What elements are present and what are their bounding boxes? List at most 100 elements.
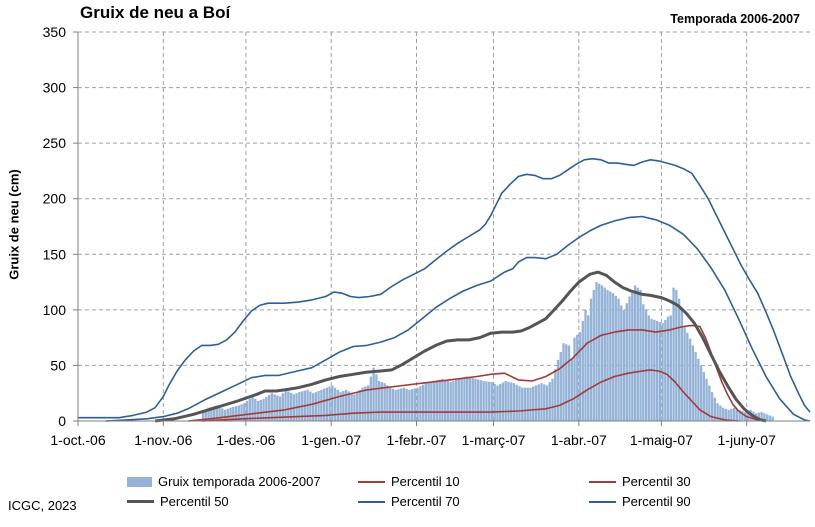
snow-depth-bar	[240, 404, 243, 421]
snow-depth-bar	[595, 282, 598, 421]
snow-depth-bar	[631, 290, 634, 421]
snow-depth-bar	[221, 408, 224, 421]
snow-depth-bar	[683, 326, 686, 421]
chart-subtitle: Temporada 2006-2007	[670, 12, 800, 26]
snow-depth-bar	[743, 412, 747, 421]
percentile-lines	[78, 157, 811, 423]
snow-depth-bar	[628, 296, 631, 421]
snow-depth-bar	[432, 380, 436, 421]
snow-depth-bar	[435, 380, 439, 421]
snow-depth-bar	[672, 287, 675, 421]
x-tick-label: 1-juny-07	[718, 432, 777, 448]
snow-depth-bar	[490, 382, 494, 421]
snow-depth-bar	[254, 398, 257, 421]
snow-depth-bar	[576, 334, 579, 421]
snow-depth-bar	[710, 392, 714, 421]
p70-line	[105, 215, 811, 422]
snow-depth-bar	[598, 283, 601, 421]
snow-depth-bar	[477, 379, 480, 421]
snow-depth-bar	[724, 408, 728, 421]
snow-depth-bar	[380, 382, 384, 421]
x-tick-label: 1-nov.-06	[134, 432, 192, 448]
snow-depth-bar	[375, 374, 378, 421]
snow-depth-bar	[344, 389, 348, 421]
snow-depth-bar	[463, 377, 466, 421]
snow-depth-bar	[664, 319, 667, 421]
snow-depth-bar	[565, 344, 568, 421]
legend-item-p70: Percentil 70	[358, 494, 460, 509]
snow-depth-bar	[603, 287, 606, 421]
snow-depth-bar	[675, 289, 678, 421]
snow-depth-bar	[328, 386, 331, 421]
snow-depth-bar	[386, 385, 389, 421]
snow-depth-bar	[466, 376, 469, 421]
snow-depth-bar	[309, 391, 312, 421]
snow-depth-bar	[647, 315, 650, 421]
snow-depth-bar	[556, 359, 560, 421]
x-tick-label: 1-des.-06	[216, 432, 275, 448]
snow-depth-bar	[633, 285, 637, 421]
snow-depth-bar	[523, 387, 527, 421]
snow-depth-bar	[746, 410, 750, 421]
grid-lines	[78, 31, 810, 421]
snow-depth-bar	[273, 394, 276, 421]
snow-depth-bar	[600, 285, 604, 421]
snow-depth-bar	[424, 383, 428, 421]
snow-depth-bar	[644, 309, 648, 421]
snow-depth-bar	[444, 379, 447, 421]
snow-depth-bar	[677, 298, 681, 421]
snow-depth-bar	[680, 309, 684, 421]
snow-depth-bar	[716, 403, 719, 421]
snow-depth-bar	[210, 406, 213, 421]
snow-depth-bar	[457, 378, 461, 421]
snow-depth-bar	[699, 365, 703, 421]
snow-depth-bar	[278, 396, 282, 421]
snow-depth-bar	[339, 392, 342, 421]
snow-depth-bar	[625, 303, 628, 421]
snow-depth-bar	[394, 389, 397, 421]
legend-item-p50: Percentil 50	[127, 494, 229, 509]
x-tick-label: 1-gen.-07	[301, 432, 361, 448]
snow-depth-bar	[270, 393, 273, 421]
chart-title: Gruix de neu a Boí	[80, 3, 231, 22]
snow-depth-bar	[697, 358, 700, 421]
snow-depth-bar	[388, 387, 392, 421]
snow-depth-bar	[554, 369, 557, 421]
snow-depth-bar	[771, 416, 774, 421]
snow-depth-bar	[611, 293, 615, 421]
snow-depth-bar	[287, 391, 290, 421]
snow-depth-bar	[325, 387, 329, 421]
snow-depth-bar	[234, 406, 238, 421]
snow-depth-bar	[259, 399, 262, 421]
snow-depth-bar	[537, 384, 540, 421]
snow-depth-bar	[248, 398, 251, 421]
snow-depth-bar	[201, 412, 205, 421]
x-tick-label: 1-oct.-06	[50, 432, 105, 448]
snow-depth-bar	[534, 385, 538, 421]
snow-depth-bar	[460, 378, 463, 421]
snow-depth-bar	[719, 405, 722, 421]
snow-depth-bar	[496, 385, 499, 421]
snow-depth-bar	[518, 386, 521, 421]
snow-depth-bar	[311, 393, 315, 421]
snow-depth-bar	[510, 382, 513, 421]
legend-label-p70: Percentil 70	[391, 494, 460, 509]
snow-depth-bar	[419, 386, 422, 421]
snow-depth-bar	[727, 409, 730, 421]
y-tick-label: 150	[43, 246, 67, 262]
snow-depth-bar	[705, 378, 708, 421]
snow-depth-bar	[548, 382, 551, 421]
snow-depth-bar	[688, 338, 692, 421]
snow-depth-bar	[232, 406, 235, 421]
snow-depth-bar	[614, 295, 617, 421]
snow-depth-bar	[666, 316, 670, 421]
snow-depth-bar	[669, 315, 673, 421]
snow-depth-bar	[342, 390, 345, 421]
snow-depth-bar	[485, 381, 488, 421]
snow-depth-bar	[620, 305, 623, 421]
snow-depth-bar	[474, 378, 477, 421]
snow-depth-bar	[397, 389, 400, 421]
legend-swatch-bars	[127, 476, 152, 487]
y-tick-label: 250	[43, 135, 67, 151]
